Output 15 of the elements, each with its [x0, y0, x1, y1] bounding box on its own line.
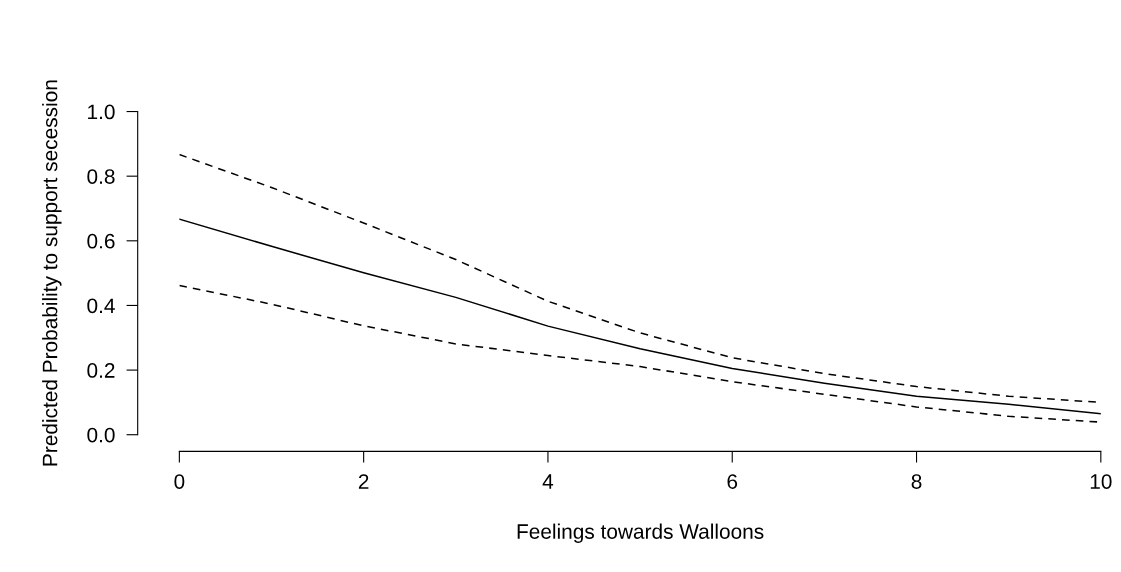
x-tick-label: 6 — [727, 474, 738, 489]
y-tick-label: 1.0 — [88, 104, 115, 120]
y-axis-title: Predicted Probability to support secession — [42, 80, 62, 466]
x-tick-label: 2 — [358, 474, 369, 489]
x-axis-title: Feelings towards Walloons — [517, 523, 764, 544]
x-tick-label: 0 — [174, 474, 185, 489]
line-series — [179, 218, 1101, 415]
y-tick-label: 0.2 — [87, 363, 115, 378]
y-tick-label: 0.0 — [87, 427, 115, 443]
x-tick-label: 4 — [542, 474, 554, 489]
x-tick-label: 10 — [1090, 474, 1112, 489]
x-tick-label: 8 — [911, 474, 922, 489]
y-tick-label: 0.6 — [87, 233, 115, 249]
y-tick-label: 0.8 — [87, 169, 115, 184]
y-tick-label: 0.4 — [87, 298, 115, 314]
